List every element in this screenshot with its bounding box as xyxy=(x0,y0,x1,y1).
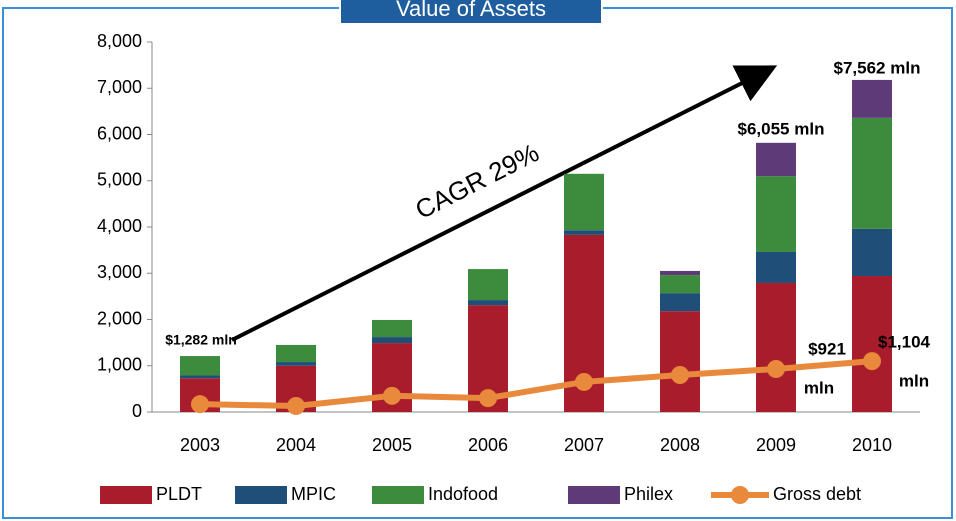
annotation: $1,282 mln xyxy=(165,332,237,348)
annotation: $1,104 xyxy=(878,332,931,351)
bar-segment xyxy=(564,173,604,231)
y-tick-label: 1,000 xyxy=(97,355,142,375)
line-marker xyxy=(863,352,881,371)
bar-segment xyxy=(564,230,604,235)
y-tick-label: 6,000 xyxy=(97,123,142,143)
legend-label: Philex xyxy=(624,484,673,504)
line-series xyxy=(199,358,873,409)
bar-segment xyxy=(852,79,892,118)
line-marker xyxy=(575,372,593,391)
legend-label: Gross debt xyxy=(773,484,861,504)
annotation: $921 xyxy=(808,339,846,358)
bar-segment xyxy=(660,311,700,412)
annotation: mln xyxy=(804,378,834,397)
bar-segment xyxy=(468,300,508,306)
x-tick-label: 2007 xyxy=(564,435,604,455)
legend-label: MPIC xyxy=(291,484,336,504)
legend-label: Indofood xyxy=(428,484,498,504)
annotation: $7,562 mln xyxy=(834,58,921,77)
line-marker xyxy=(479,389,497,408)
x-tick-label: 2009 xyxy=(756,435,796,455)
line-marker xyxy=(383,386,401,405)
trend-arrow xyxy=(231,65,778,342)
bar-segment xyxy=(756,142,796,177)
y-tick-label: 4,000 xyxy=(97,216,142,236)
x-tick-label: 2008 xyxy=(660,435,700,455)
x-tick-label: 2010 xyxy=(852,435,892,455)
y-tick-label: 2,000 xyxy=(97,308,142,328)
title-box xyxy=(339,0,603,25)
legend-swatch xyxy=(568,486,620,504)
y-tick-label: 0 xyxy=(132,401,142,421)
x-tick-label: 2005 xyxy=(372,435,412,455)
bar-segment xyxy=(852,276,892,412)
legend-swatch xyxy=(372,486,424,504)
x-tick-label: 2003 xyxy=(180,435,220,455)
annotation: CAGR 29% xyxy=(410,137,543,225)
legend-swatch xyxy=(731,486,749,504)
annotation: mln xyxy=(899,371,929,390)
bar-segment xyxy=(852,228,892,277)
bar-segment xyxy=(852,117,892,229)
bar-segment xyxy=(756,251,796,283)
legend-label: PLDT xyxy=(156,484,202,504)
bar-segment xyxy=(180,356,220,376)
bar-segment xyxy=(660,270,700,276)
bar-segment xyxy=(276,362,316,366)
bar-segment xyxy=(180,375,220,379)
annotation: $6,055 mln xyxy=(738,119,825,138)
line-marker xyxy=(191,395,209,414)
bar-segment xyxy=(468,269,508,301)
bar-segment xyxy=(372,319,412,338)
x-tick-label: 2004 xyxy=(276,435,316,455)
y-tick-label: 7,000 xyxy=(97,77,142,97)
y-tick-label: 3,000 xyxy=(97,262,142,282)
bar-segment xyxy=(276,344,316,363)
bar-segment xyxy=(660,275,700,294)
legend-swatch xyxy=(235,486,287,504)
line-marker xyxy=(287,396,305,415)
x-tick-label: 2006 xyxy=(468,435,508,455)
bar-segment xyxy=(756,176,796,252)
chart-title: Value of Assets xyxy=(396,0,546,21)
bar-segment xyxy=(756,282,796,412)
bar-segment xyxy=(660,293,700,312)
line-marker xyxy=(671,366,689,384)
line-marker xyxy=(767,359,785,378)
bar-segment xyxy=(372,337,412,344)
y-tick-label: 5,000 xyxy=(97,170,142,190)
legend-swatch xyxy=(100,486,152,504)
y-tick-label: 8,000 xyxy=(97,31,142,51)
